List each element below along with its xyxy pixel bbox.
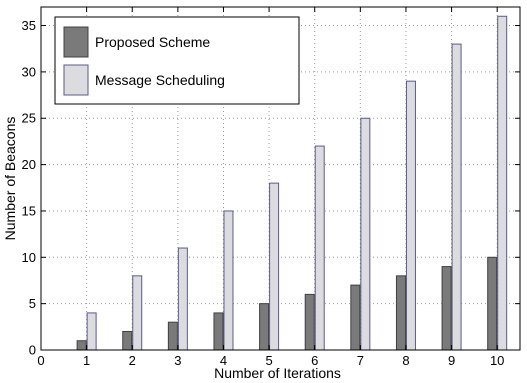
bar-proposed-scheme bbox=[259, 303, 270, 351]
x-tick-label: 5 bbox=[265, 353, 272, 368]
bar-message-scheduling bbox=[360, 117, 371, 351]
legend-label-message-scheduling: Message Scheduling bbox=[95, 72, 225, 88]
y-tick-label: 25 bbox=[22, 111, 36, 126]
bar-proposed-scheme bbox=[441, 266, 452, 351]
y-tick-label: 30 bbox=[22, 64, 36, 79]
legend-swatch-proposed-scheme bbox=[63, 26, 89, 58]
bar-message-scheduling bbox=[223, 210, 234, 351]
bar-message-scheduling bbox=[269, 182, 280, 351]
legend: Proposed Scheme Message Scheduling bbox=[54, 16, 300, 105]
y-tick-label: 15 bbox=[22, 203, 36, 218]
bars bbox=[76, 15, 508, 351]
y-axis-label: Number of Beacons bbox=[2, 117, 18, 241]
bar-message-scheduling bbox=[314, 145, 325, 351]
legend-box bbox=[54, 16, 300, 105]
bar-message-scheduling bbox=[177, 247, 188, 351]
legend-label-proposed-scheme: Proposed Scheme bbox=[95, 34, 210, 50]
bar-proposed-scheme bbox=[213, 312, 224, 351]
bar-message-scheduling bbox=[405, 80, 416, 351]
x-tick-label: 2 bbox=[129, 353, 136, 368]
x-tick-label: 4 bbox=[220, 353, 227, 368]
axis-ticks: 0 5 10 15 20 25 30 35 0 1 2 3 4 5 6 7 8 9 10 bbox=[22, 7, 520, 368]
bar-proposed-scheme bbox=[395, 275, 406, 351]
x-tick-label: 3 bbox=[174, 353, 181, 368]
x-tick-label: 8 bbox=[402, 353, 409, 368]
bar-proposed-scheme bbox=[167, 321, 178, 351]
bar-proposed-scheme bbox=[76, 340, 87, 351]
x-tick-label: 10 bbox=[490, 353, 504, 368]
legend-swatch-message-scheduling bbox=[63, 64, 89, 96]
x-tick-label: 1 bbox=[83, 353, 90, 368]
y-tick-label: 0 bbox=[29, 343, 36, 358]
y-tick-label: 10 bbox=[22, 250, 36, 265]
bar-message-scheduling bbox=[451, 43, 462, 351]
x-tick-label: 9 bbox=[448, 353, 455, 368]
y-tick-label: 20 bbox=[22, 157, 36, 172]
plot-frame bbox=[40, 6, 521, 351]
x-tick-label: 6 bbox=[311, 353, 318, 368]
x-axis-label: Number of Iterations bbox=[214, 365, 341, 381]
bar-proposed-scheme bbox=[122, 330, 133, 351]
bar-proposed-scheme bbox=[487, 256, 498, 351]
bar-proposed-scheme bbox=[304, 293, 315, 351]
bar-message-scheduling bbox=[132, 275, 143, 351]
x-tick-label: 7 bbox=[357, 353, 364, 368]
y-tick-label: 35 bbox=[22, 18, 36, 33]
bar-message-scheduling bbox=[86, 312, 97, 351]
y-tick-label: 5 bbox=[29, 296, 36, 311]
bar-message-scheduling bbox=[497, 15, 508, 351]
x-tick-label: 0 bbox=[37, 353, 44, 368]
bar-proposed-scheme bbox=[350, 284, 361, 351]
